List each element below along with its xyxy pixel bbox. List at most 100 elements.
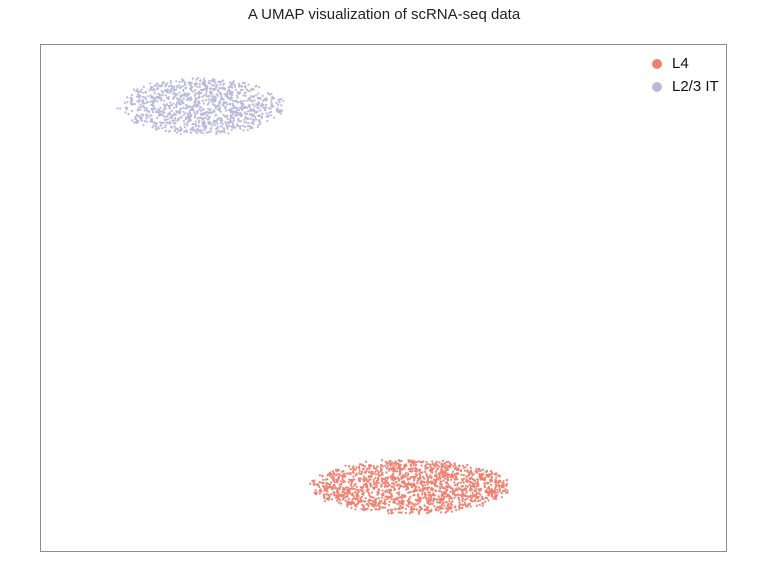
data-point [210,97,213,100]
data-point [341,478,344,481]
data-point [411,459,414,462]
data-point [173,88,176,91]
data-point [384,502,387,505]
data-point [161,83,164,86]
data-point [241,114,244,117]
data-point [429,465,432,468]
data-point [381,496,384,499]
data-point [199,79,202,82]
data-point [382,502,385,505]
data-point [449,496,453,499]
data-point [254,118,257,121]
series-l23-it-points [116,76,285,136]
data-point [261,112,264,116]
data-point [426,500,429,503]
data-point [417,496,420,499]
data-point [433,494,436,497]
points-layer [116,76,509,515]
data-point [367,488,370,491]
data-point [391,461,394,464]
data-point [471,491,474,495]
data-point [185,130,188,134]
data-point [140,88,143,91]
data-point [346,505,349,508]
data-point [186,122,189,125]
data-point [413,485,416,488]
data-point [375,508,378,511]
data-point [452,490,455,493]
data-point [380,464,383,467]
data-point [219,83,222,86]
data-point [272,97,275,100]
data-point [328,483,332,486]
data-point [506,491,509,494]
data-point [311,479,314,482]
data-point [190,131,193,134]
data-point [362,475,366,478]
data-point [400,475,403,479]
data-point [262,99,265,102]
data-point [179,133,182,136]
data-point [475,504,478,507]
data-point [377,473,380,476]
data-point [420,507,424,511]
data-point [175,105,178,108]
data-point [151,99,154,103]
data-point [201,132,204,135]
data-point [323,489,327,492]
data-point [433,505,436,508]
data-point [207,116,210,119]
data-point [188,87,192,90]
data-point [493,495,496,498]
data-point [280,109,283,112]
data-point [447,460,450,463]
series-l4-points [309,459,509,515]
data-point [484,490,487,494]
data-point [394,488,397,491]
data-point [234,88,237,91]
data-point [216,104,220,107]
data-point [436,485,439,488]
data-point [198,119,201,122]
data-point [387,508,390,512]
data-point [344,486,348,489]
data-point [174,129,177,132]
data-point [403,465,406,468]
data-point [165,121,168,124]
data-point [494,489,497,492]
data-point [402,496,405,499]
data-point [200,109,203,112]
data-point [353,478,356,481]
data-point [435,468,438,471]
data-point [350,506,353,510]
data-point [258,118,261,122]
data-point [469,485,472,488]
data-point [387,504,390,507]
data-point [419,497,422,500]
data-point [280,98,283,101]
data-point [252,113,255,116]
data-point [325,493,328,496]
data-point [355,466,358,469]
data-point [236,96,239,99]
data-point [442,507,445,510]
data-point [387,488,390,491]
data-point [443,492,447,495]
data-point [438,505,442,508]
data-point [433,497,436,500]
data-point [425,472,428,476]
data-point [168,106,171,109]
data-point [255,103,258,106]
data-point [237,117,240,120]
data-point [206,118,209,121]
data-point [437,509,440,512]
data-point [445,501,448,504]
data-point [164,129,167,132]
data-point [441,473,444,476]
data-point [233,114,237,117]
data-point [155,111,158,114]
data-point [183,123,186,126]
data-point [477,483,480,486]
data-point [188,83,191,86]
data-point [337,495,340,498]
